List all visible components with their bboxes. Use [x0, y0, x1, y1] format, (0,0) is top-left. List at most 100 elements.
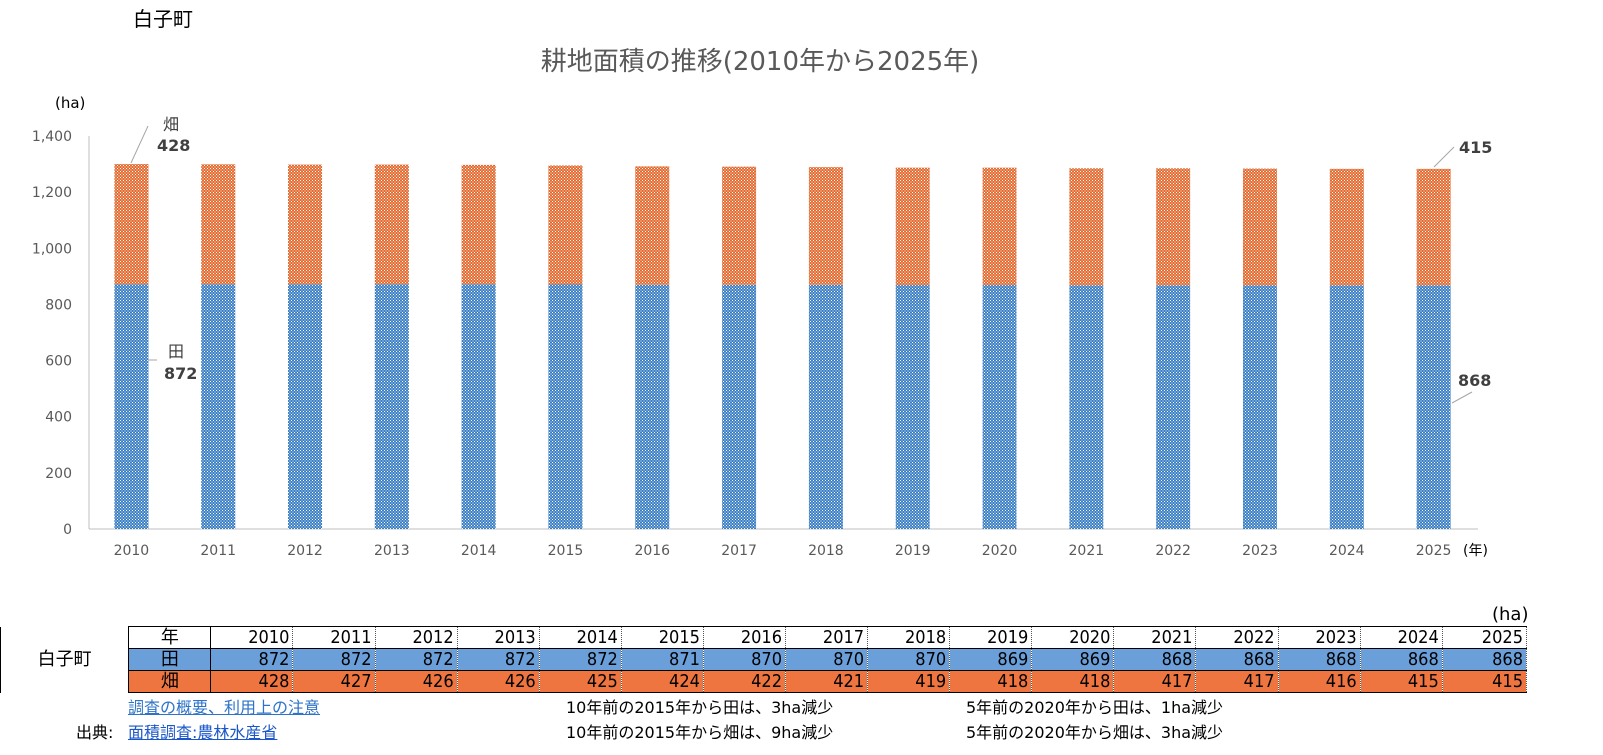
table-field-cell: 426	[374, 670, 458, 693]
bar-segment-paddy	[982, 285, 1017, 529]
bar-segment-field	[635, 166, 670, 285]
bar-segment-paddy	[1242, 285, 1277, 529]
note-10y-paddy: 10年前の2015年から田は、3ha減少	[566, 698, 834, 717]
town-title: 白子町	[133, 7, 193, 31]
x-tick-label: 2015	[548, 543, 584, 559]
table-paddy-cell: 872	[456, 648, 540, 671]
table-field-cell: 416	[1277, 670, 1361, 693]
annotation-leader-field-first	[130, 125, 149, 164]
bar-segment-field	[1416, 168, 1451, 286]
table-paddy-cell: 868	[1359, 648, 1443, 671]
annotation-paddy-name: 田	[168, 342, 184, 361]
x-tick-label: 2019	[895, 543, 931, 559]
table-year-header: 年	[128, 626, 212, 649]
table-paddy-cell: 870	[867, 648, 951, 671]
table-field-cell: 427	[292, 670, 376, 693]
table-field-cell: 426	[456, 670, 540, 693]
x-tick-label: 2012	[287, 543, 323, 559]
table-year-cell: 2019	[949, 626, 1033, 649]
source-link[interactable]: 面積調査:農林水産省	[128, 723, 278, 742]
table-field-cell: 421	[785, 670, 869, 693]
y-tick-labels: 0 200 400 600 800 1,000 1,200 1,400	[32, 129, 72, 538]
table-year-cell: 2010	[210, 626, 294, 649]
bar-segment-paddy	[895, 285, 930, 529]
y-tick-label: 1,200	[32, 185, 72, 201]
table-paddy-cell: 872	[538, 648, 622, 671]
table-paddy-cell: 870	[785, 648, 869, 671]
bar-segment-field	[548, 165, 583, 285]
annotation-field-value: 428	[157, 136, 190, 155]
table-field-cell: 415	[1359, 670, 1443, 693]
chart-title: 耕地面積の推移(2010年から2025年)	[541, 47, 980, 77]
x-tick-label: 2013	[374, 543, 410, 559]
table-paddy-cell: 872	[292, 648, 376, 671]
table-year-cell: 2018	[867, 626, 951, 649]
x-tick-label: 2016	[634, 543, 670, 559]
x-tick-label: 2023	[1242, 543, 1278, 559]
x-tick-label: 2018	[808, 543, 844, 559]
annotation-leader-field-last	[1433, 146, 1455, 168]
y-axis-unit-label: (ha)	[55, 94, 85, 112]
note-10y-field: 10年前の2015年から畑は、9ha減少	[566, 723, 834, 742]
source-label: 出典:	[76, 723, 114, 742]
table-year-cell: 2022	[1195, 626, 1279, 649]
bar-segment-paddy	[548, 284, 583, 529]
bar-segment-paddy	[374, 284, 409, 529]
bar-segment-paddy	[1329, 285, 1364, 529]
note-5y-field: 5年前の2020年から畑は、3ha減少	[966, 723, 1224, 742]
table-year-cell: 2012	[374, 626, 458, 649]
y-tick-label: 600	[45, 354, 72, 370]
y-tick-label: 0	[63, 522, 72, 538]
y-tick-label: 400	[45, 410, 72, 426]
table-town-label: 白子町	[0, 648, 130, 671]
annotation-paddy-last-value: 868	[1458, 371, 1491, 390]
bar-segment-field	[374, 164, 409, 285]
table-paddy-cell: 869	[1031, 648, 1115, 671]
x-tick-labels: 2010 2011 2012 2013 2014 2015 2016 2017 2018 2019…	[114, 543, 1452, 559]
table-paddy-cell: 870	[702, 648, 787, 671]
bar-segment-field	[288, 164, 323, 285]
bar-segment-paddy	[201, 284, 236, 529]
bars	[114, 164, 1451, 529]
table-field-cell: 415	[1441, 670, 1528, 693]
x-tick-label: 2017	[721, 543, 757, 559]
annotation-leader-paddy-last	[1451, 391, 1473, 404]
table-header-row: 年 2010 2011 2012 2013 2014 2015 2016 2017 2018 20…	[0, 626, 1528, 649]
table-paddy-cell: 869	[949, 648, 1033, 671]
annotation-paddy-value: 872	[164, 364, 197, 383]
bar-segment-field	[1242, 168, 1277, 286]
x-tick-label: 2025	[1416, 543, 1452, 559]
survey-notes-link[interactable]: 調査の概要、利用上の注意	[128, 698, 321, 717]
bar-segment-field	[114, 164, 149, 285]
bar-segment-paddy	[808, 284, 843, 529]
x-tick-label: 2014	[461, 543, 497, 559]
table-paddy-cell: 871	[620, 648, 704, 671]
table-field-cell: 428	[210, 670, 294, 693]
table-year-cell: 2014	[538, 626, 622, 649]
table-year-cell: 2013	[456, 626, 540, 649]
x-tick-label: 2021	[1069, 543, 1105, 559]
bar-segment-paddy	[1416, 285, 1451, 529]
bar-segment-paddy	[635, 284, 670, 529]
bar-segment-field	[722, 166, 757, 285]
x-tick-label: 2010	[114, 543, 150, 559]
table-paddy-cell: 868	[1113, 648, 1197, 671]
bar-segment-field	[982, 167, 1017, 286]
bar-segment-paddy	[722, 284, 757, 529]
table-year-cell: 2017	[785, 626, 869, 649]
y-tick-label: 800	[45, 297, 72, 313]
table-unit-label: (ha)	[1492, 604, 1529, 625]
table-field-cell: 418	[949, 670, 1033, 693]
bar-segment-field	[461, 164, 496, 285]
table-paddy-cell: 868	[1441, 648, 1528, 671]
table-field-cell: 422	[702, 670, 787, 693]
table-year-cell: 2016	[702, 626, 787, 649]
table-paddy-cell: 872	[210, 648, 294, 671]
annotation-field-last-value: 415	[1459, 138, 1492, 157]
x-axis-unit-label: (年)	[1463, 543, 1488, 559]
table-town-blank	[0, 670, 130, 693]
bar-segment-paddy	[114, 284, 149, 529]
table-row-field: 畑 428 427 426 426 425 424 422 421 419 418 418 417 41…	[0, 670, 1528, 693]
note-5y-paddy: 5年前の2020年から田は、1ha減少	[966, 698, 1224, 717]
table-paddy-label: 田	[128, 648, 212, 671]
